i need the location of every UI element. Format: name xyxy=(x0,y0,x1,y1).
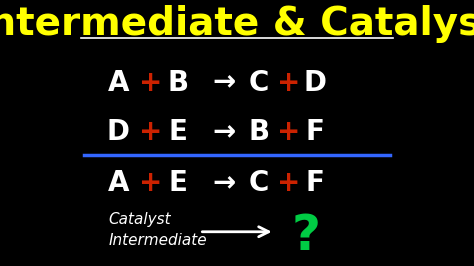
Text: +: + xyxy=(277,69,301,97)
Text: D: D xyxy=(107,118,129,146)
Text: +: + xyxy=(277,118,301,146)
Text: +: + xyxy=(277,169,301,197)
Text: →: → xyxy=(213,69,236,97)
Text: B: B xyxy=(248,118,269,146)
Text: →: → xyxy=(213,169,236,197)
Text: C: C xyxy=(249,169,269,197)
Text: Intermediate: Intermediate xyxy=(109,233,207,248)
Text: +: + xyxy=(139,118,163,146)
Text: ?: ? xyxy=(292,211,320,260)
Text: D: D xyxy=(304,69,327,97)
Text: Catalyst: Catalyst xyxy=(109,211,172,227)
Text: C: C xyxy=(249,69,269,97)
Text: Intermediate & Catalyst: Intermediate & Catalyst xyxy=(0,5,474,43)
Text: E: E xyxy=(168,169,187,197)
Text: +: + xyxy=(139,169,163,197)
Text: +: + xyxy=(139,69,163,97)
Text: E: E xyxy=(168,118,187,146)
Text: B: B xyxy=(167,69,188,97)
Text: A: A xyxy=(108,169,129,197)
Text: F: F xyxy=(306,118,325,146)
Text: A: A xyxy=(108,69,129,97)
Text: →: → xyxy=(213,118,236,146)
Text: F: F xyxy=(306,169,325,197)
